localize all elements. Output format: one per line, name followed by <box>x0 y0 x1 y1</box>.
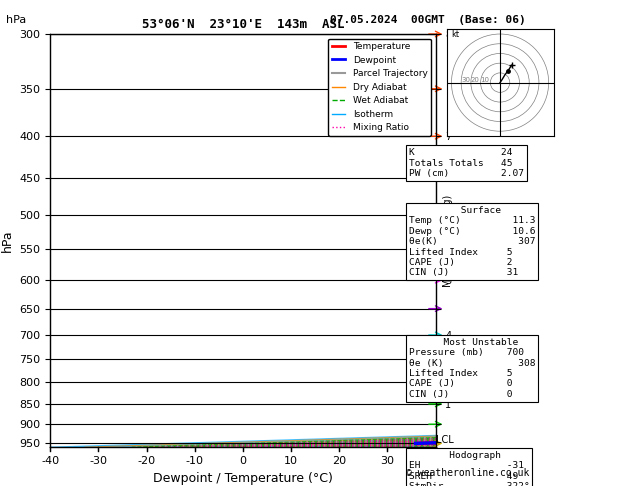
Text: © weatheronline.co.uk: © weatheronline.co.uk <box>406 469 529 478</box>
Text: 07.05.2024  00GMT  (Base: 06): 07.05.2024 00GMT (Base: 06) <box>330 15 526 25</box>
Text: hPa: hPa <box>6 15 26 25</box>
Title: 53°06'N  23°10'E  143m  ASL: 53°06'N 23°10'E 143m ASL <box>142 18 344 32</box>
Text: K               24
Totals Totals   45
PW (cm)         2.07: K 24 Totals Totals 45 PW (cm) 2.07 <box>409 148 524 178</box>
Legend: Temperature, Dewpoint, Parcel Trajectory, Dry Adiabat, Wet Adiabat, Isotherm, Mi: Temperature, Dewpoint, Parcel Trajectory… <box>328 38 431 136</box>
Text: Hodograph
EH               -31
SREH             49
StmDir           322°
StmSpd : Hodograph EH -31 SREH 49 StmDir 322° Stm… <box>409 451 530 486</box>
X-axis label: Dewpoint / Temperature (°C): Dewpoint / Temperature (°C) <box>153 472 333 485</box>
Text: kt: kt <box>452 30 460 39</box>
Text: LCL: LCL <box>436 435 454 445</box>
Text: 10: 10 <box>481 77 489 83</box>
Text: Mixing Ratio (g/kg): Mixing Ratio (g/kg) <box>443 194 454 287</box>
Y-axis label: km
ASL: km ASL <box>469 241 490 262</box>
Text: Most Unstable
Pressure (mb)    700
θe (K)             308
Lifted Index     5
CAP: Most Unstable Pressure (mb) 700 θe (K) 3… <box>409 338 535 399</box>
Text: 30: 30 <box>461 77 470 83</box>
Y-axis label: hPa: hPa <box>1 229 14 252</box>
Text: Surface
Temp (°C)         11.3
Dewp (°C)         10.6
θe(K)              307
Lif: Surface Temp (°C) 11.3 Dewp (°C) 10.6 θe… <box>409 206 535 278</box>
Text: 20: 20 <box>470 77 480 83</box>
